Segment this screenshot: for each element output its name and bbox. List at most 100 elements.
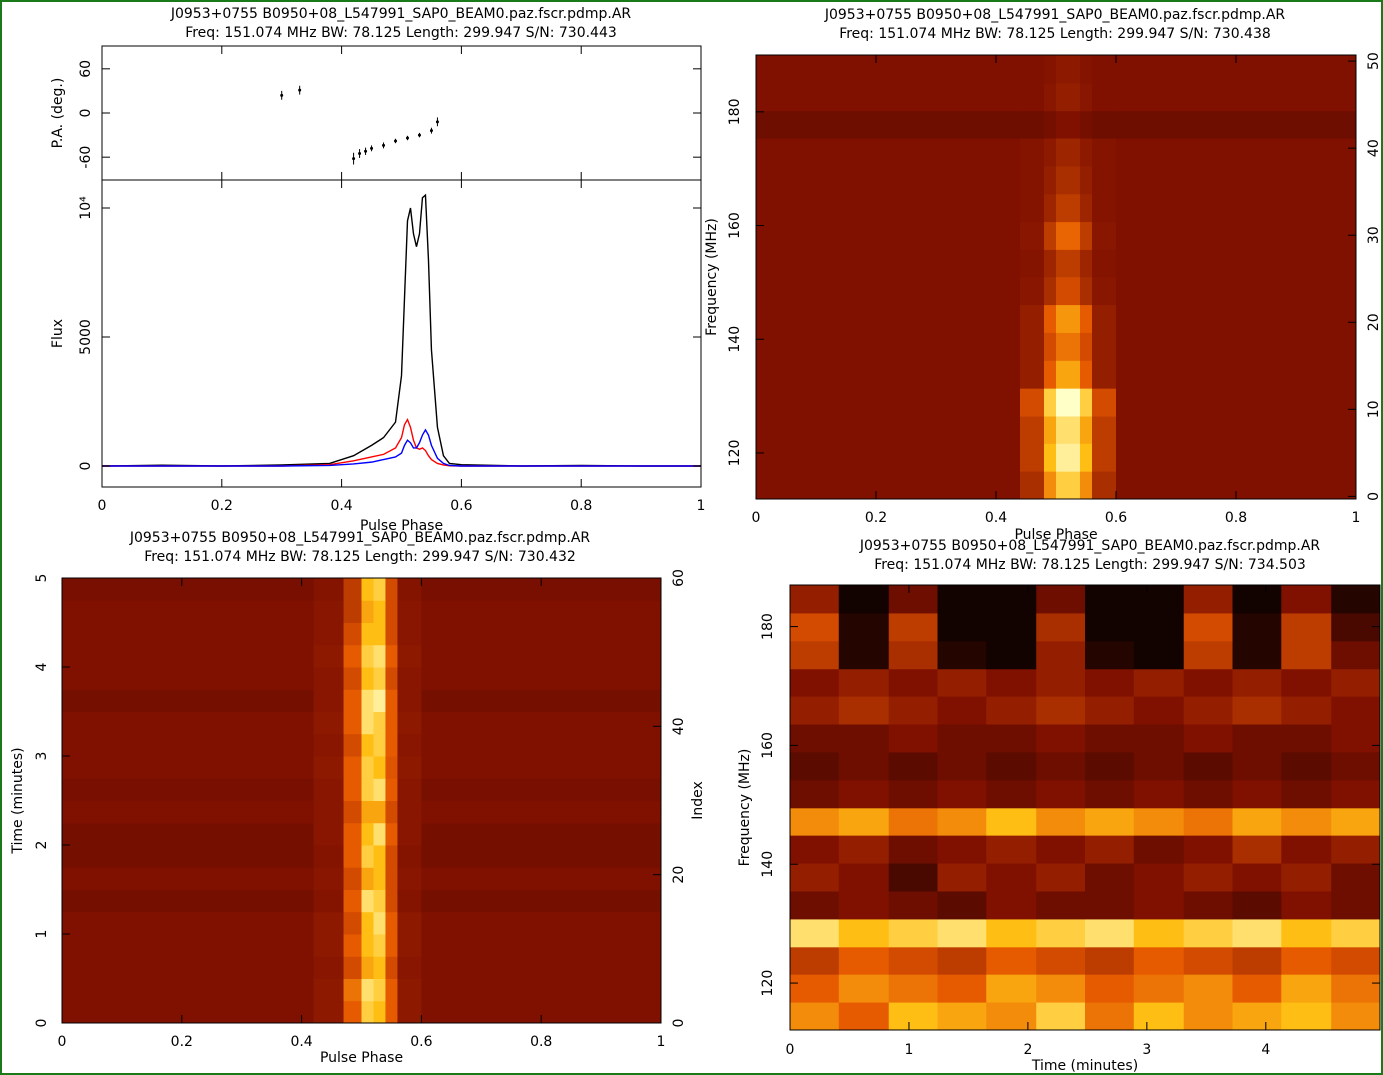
heatmap-cell <box>1133 668 1185 697</box>
y-tick-label: 0 <box>78 462 94 471</box>
y-tick-label: 180 <box>727 98 743 125</box>
heatmap-cell <box>385 800 398 824</box>
heatmap-cell <box>361 1000 374 1024</box>
heatmap-cell <box>1044 360 1057 389</box>
heatmap-cell <box>1183 724 1233 753</box>
heatmap-cell <box>838 779 890 809</box>
heatmap-cell <box>1092 415 1117 444</box>
heatmap-cell <box>1068 110 1081 139</box>
heatmap-cell <box>343 667 362 690</box>
heatmap-cell <box>421 622 662 646</box>
heatmap-cell <box>1116 221 1357 250</box>
pa-point <box>382 143 386 147</box>
heatmap-cell <box>373 889 386 913</box>
x-tick-label: 0.2 <box>865 510 887 526</box>
heatmap-cell <box>62 756 315 779</box>
heatmap-cell <box>790 724 840 753</box>
x-axis-label: Pulse Phase <box>1014 527 1097 543</box>
heatmap-cell <box>397 1000 422 1024</box>
heatmap-cell <box>1232 724 1282 753</box>
heatmap-cell <box>838 863 890 892</box>
heatmap-cell <box>385 911 398 935</box>
y-tick-label: -60 <box>78 146 94 169</box>
heatmap-cell <box>421 867 662 890</box>
heatmap-cell <box>1133 751 1185 781</box>
heatmap-cell <box>373 978 386 1002</box>
y-tick-label: 60 <box>78 60 94 78</box>
heatmap-cell <box>62 644 315 668</box>
heatmap-cell <box>421 800 662 824</box>
heatmap-cell <box>1044 415 1057 444</box>
heatmap-cell <box>1080 332 1093 361</box>
heatmap-cell <box>1281 1002 1332 1031</box>
heatmap-cell <box>1183 640 1233 670</box>
y-tick-label: 5 <box>34 574 50 583</box>
heatmap-cell <box>62 845 315 868</box>
heatmap-cell <box>1068 249 1081 278</box>
heatmap-cell <box>421 889 662 913</box>
heatmap-cell <box>361 911 374 935</box>
heatmap-cell <box>343 778 362 801</box>
heatmap-cell <box>313 1000 345 1024</box>
heatmap-cell <box>1085 779 1135 809</box>
heatmap-cell <box>1020 165 1045 195</box>
x-tick-label: 0.6 <box>450 498 472 514</box>
heatmap-cell <box>756 221 1021 250</box>
x-axis-label: Pulse Phase <box>320 1050 403 1066</box>
x-tick-label: 4 <box>1261 1042 1270 1058</box>
heatmap-cell <box>1133 585 1185 614</box>
plot-frame <box>789 584 1381 1031</box>
heatmap-cell <box>1085 1002 1135 1031</box>
heatmap-cell <box>62 733 315 757</box>
heatmap-cell <box>343 934 362 957</box>
heatmap-cell <box>1068 332 1081 361</box>
heatmap-cell <box>1080 110 1093 139</box>
y-tick-label: 120 <box>727 440 743 467</box>
x-tick-label: 0.8 <box>530 1034 552 1050</box>
heatmap-cell <box>421 733 662 757</box>
heatmap-cell <box>1133 974 1185 1003</box>
heatmap-cell <box>313 711 345 735</box>
heatmap-cell <box>421 1000 662 1024</box>
heatmap-cell <box>1092 221 1117 250</box>
heatmap-cell <box>385 845 398 868</box>
heatmap-cell <box>790 696 840 725</box>
heatmap-cell <box>937 724 987 753</box>
heatmap-cell <box>838 612 890 642</box>
heatmap-cell <box>1331 890 1381 920</box>
heatmap-cell <box>986 751 1037 781</box>
heatmap-cell <box>343 733 362 757</box>
heatmap-cell <box>1133 835 1185 864</box>
heatmap-cell <box>313 667 345 690</box>
heatmap-cell <box>361 733 374 757</box>
heatmap-cell <box>1056 304 1069 333</box>
heatmap-cell <box>937 890 987 920</box>
heatmap-cell <box>1116 193 1357 223</box>
pa-point <box>298 88 302 92</box>
heatmap-cell <box>1116 388 1357 417</box>
heatmap-cell <box>1080 82 1093 112</box>
heatmap-cell <box>1056 55 1069 84</box>
heatmap-cell <box>361 845 374 868</box>
heatmap-cell <box>790 807 840 836</box>
x-tick-label: 0 <box>786 1042 795 1058</box>
heatmap-cell <box>1080 193 1093 223</box>
heatmap-cell <box>1116 332 1357 361</box>
heatmap-cell <box>986 863 1037 892</box>
heatmap-cell <box>1183 946 1233 975</box>
heatmap-cell <box>397 733 422 757</box>
heatmap-cell <box>937 807 987 836</box>
heatmap-cell <box>888 1002 938 1031</box>
heatmap-cell <box>373 1000 386 1024</box>
chart-title: J0953+0755 B0950+08_L547991_SAP0_BEAM0.p… <box>859 538 1321 554</box>
heatmap-cell <box>790 779 840 809</box>
heatmap-cell <box>1080 138 1093 167</box>
heatmap-cell <box>343 600 362 623</box>
heatmap-cell <box>1044 249 1057 278</box>
heatmap-cell <box>937 946 987 975</box>
x-tick-label: 0.2 <box>211 498 233 514</box>
heatmap-cell <box>1036 863 1086 892</box>
heatmap-cell <box>373 934 386 957</box>
heatmap-cell <box>1056 138 1069 167</box>
